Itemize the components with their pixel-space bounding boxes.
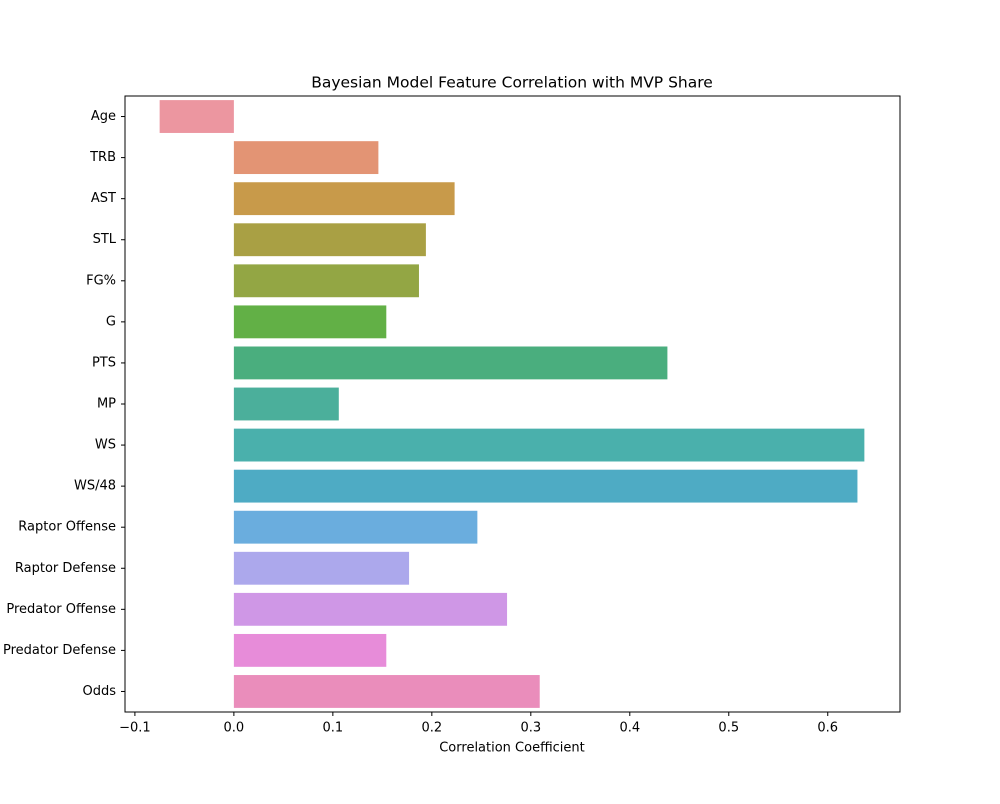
x-axis-label: Correlation Coefficient — [439, 741, 585, 756]
y-tick-label: Predator Offense — [6, 602, 116, 617]
y-tick-label: Raptor Offense — [18, 520, 116, 535]
bar — [233, 387, 339, 421]
bar — [233, 510, 478, 544]
bar — [233, 305, 387, 339]
x-tick-label: 0.3 — [520, 721, 541, 736]
bar — [233, 141, 379, 175]
bar — [233, 633, 387, 667]
bar — [233, 223, 426, 257]
y-tick-label: Raptor Defense — [15, 561, 116, 576]
y-tick-label: Odds — [82, 684, 116, 699]
y-tick-label: TRB — [89, 150, 116, 165]
plot-frame — [124, 95, 901, 713]
y-tick-label: MP — [97, 397, 116, 412]
y-tick-label: G — [106, 314, 116, 329]
bar — [233, 469, 858, 503]
bar — [233, 346, 668, 380]
bar — [233, 428, 865, 462]
y-tick-label: WS — [95, 438, 116, 453]
bar — [233, 551, 410, 585]
y-tick-label: PTS — [92, 355, 116, 370]
y-tick-label: FG% — [86, 273, 116, 288]
bar — [233, 182, 455, 216]
y-tick-label: STL — [93, 232, 117, 247]
x-tick-label: 0.2 — [421, 721, 442, 736]
x-tick-label: 0.1 — [323, 721, 344, 736]
y-tick-label: AST — [91, 191, 116, 206]
x-tick-label: 0.0 — [224, 721, 245, 736]
y-tick-label: Age — [91, 109, 116, 124]
bar — [233, 675, 540, 708]
y-tick-label: WS/48 — [74, 479, 116, 494]
bar — [159, 100, 234, 133]
x-tick-label: 0.5 — [718, 721, 739, 736]
chart-title: Bayesian Model Feature Correlation with … — [311, 74, 713, 92]
bar — [233, 592, 508, 626]
x-tick-label: 0.6 — [817, 721, 838, 736]
x-tick-label: 0.4 — [619, 721, 640, 736]
x-tick-label: −0.1 — [119, 721, 151, 736]
bar — [233, 264, 419, 298]
y-tick-label: Predator Defense — [3, 643, 116, 658]
